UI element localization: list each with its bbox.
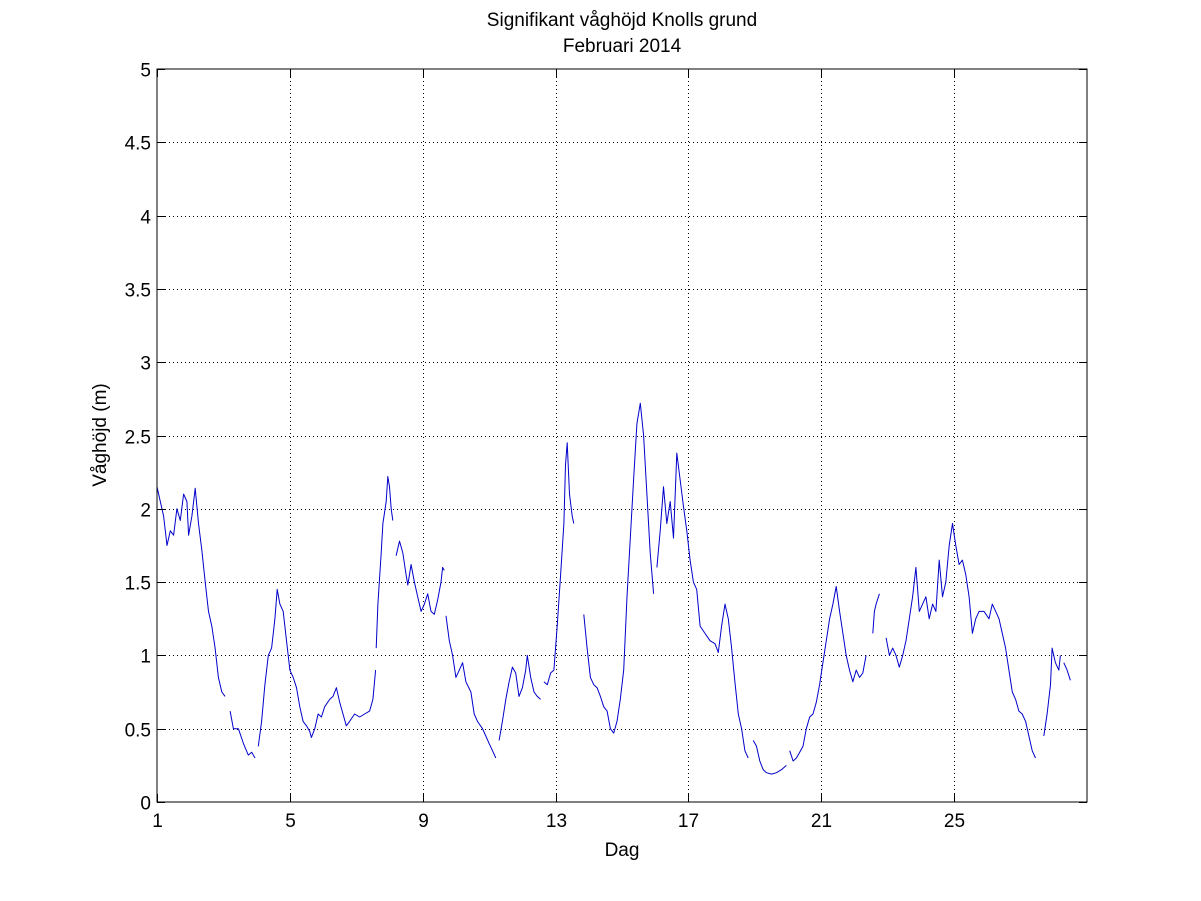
y-tick-label: 4: [140, 208, 151, 229]
wave-height-line-segment: [498, 654, 541, 741]
y-tick-label: 2.5: [125, 428, 151, 449]
y-tick-label: 5: [140, 61, 151, 82]
wave-height-line-segment: [656, 452, 749, 759]
wave-height-line-segment: [395, 540, 445, 615]
x-tick-label: 21: [811, 811, 832, 832]
chart-subtitle: Februari 2014: [563, 36, 682, 57]
wave-height-line-segment: [445, 615, 497, 759]
x-tick-label: 17: [678, 811, 699, 832]
wave-height-line-segment: [789, 586, 867, 762]
plot-frame: [156, 68, 1088, 803]
wave-height-line-segment: [885, 523, 1036, 759]
x-tick-label: 5: [285, 811, 296, 832]
y-tick-label: 4.5: [125, 134, 151, 155]
y-tick-label: 0: [140, 794, 151, 815]
y-tick-label: 0.5: [125, 721, 151, 742]
grid-lines: [157, 69, 1087, 802]
wave-height-line-segment: [229, 711, 256, 759]
wave-height-line-segment: [257, 588, 377, 747]
y-tick-label: 1: [140, 647, 151, 668]
wave-height-line-segment: [752, 740, 787, 775]
y-axis-label: Våghöjd (m): [90, 383, 111, 487]
x-axis-label: Dag: [605, 840, 640, 861]
data-series: [156, 402, 1071, 775]
wave-height-line-segment: [156, 486, 226, 697]
tick-labels: 1 5 9 13 17 21 25 0 0.5 1 1.5 2 2.5 3 3.5 4 4.5 5: [125, 61, 965, 833]
wave-height-line-segment: [543, 442, 575, 686]
wave-height-line-segment: [375, 476, 394, 649]
wave-height-line-segment: [1063, 662, 1071, 681]
y-tick-label: 3: [140, 354, 151, 375]
x-tick-label: 25: [944, 811, 965, 832]
axis-ticks: [157, 69, 1087, 803]
wave-height-line-segment: [1043, 647, 1061, 737]
y-tick-label: 1.5: [125, 574, 151, 595]
x-tick-label: 9: [418, 811, 429, 832]
y-tick-label: 3.5: [125, 281, 151, 302]
y-tick-label: 2: [140, 501, 151, 522]
chart-title: Signifikant våghöjd Knolls grund: [487, 10, 757, 31]
wave-height-line-segment: [583, 402, 655, 734]
x-tick-label: 13: [546, 811, 567, 832]
plot-area: [157, 69, 1087, 802]
wave-height-line-segment: [872, 593, 880, 634]
x-tick-label: 1: [152, 811, 163, 832]
